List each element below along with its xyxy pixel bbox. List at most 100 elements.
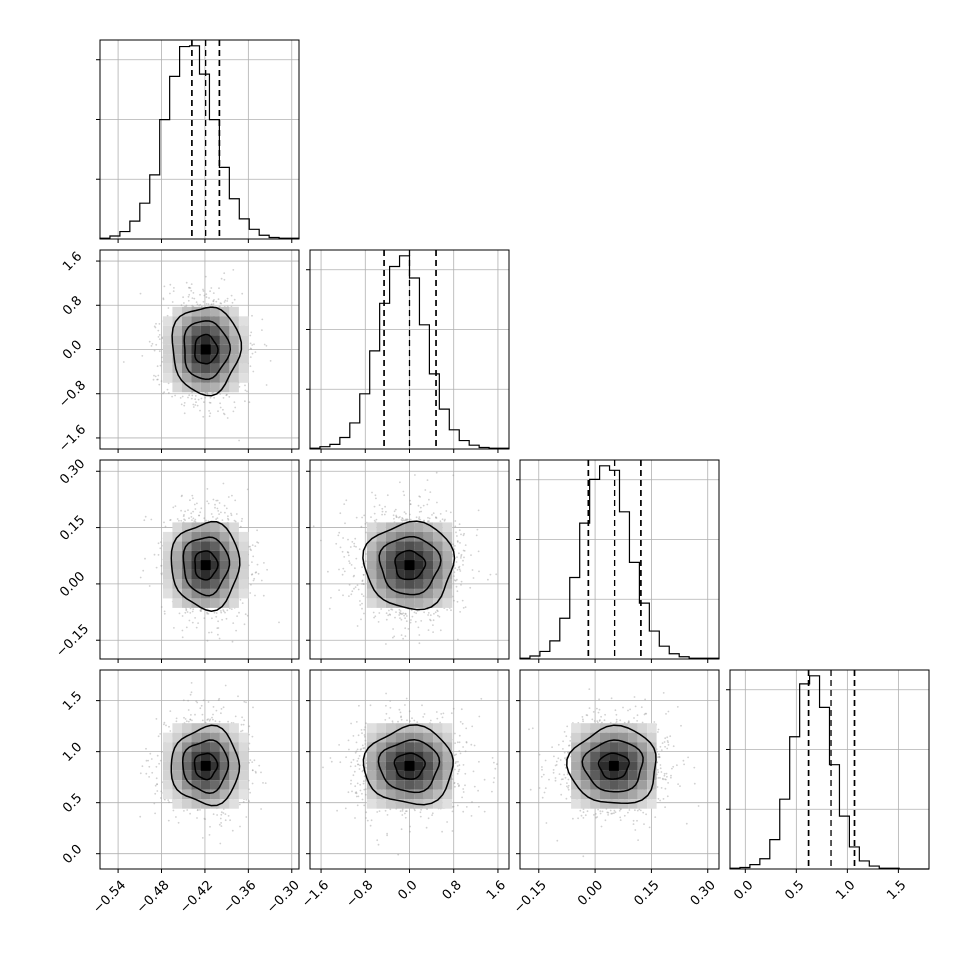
scatter-point [415, 612, 418, 615]
scatter-point [373, 519, 376, 522]
scatter-point [392, 628, 394, 630]
density-cell [172, 354, 182, 364]
scatter-point [212, 300, 215, 303]
scatter-point [194, 617, 197, 619]
scatter-point [231, 301, 234, 304]
scatter-point [199, 511, 202, 514]
scatter-point [254, 351, 257, 353]
scatter-point [212, 706, 215, 708]
scatter-point [190, 516, 193, 518]
scatter-point [209, 402, 212, 404]
scatter-point [403, 511, 406, 513]
density-cell [191, 579, 201, 589]
scatter-point [365, 531, 368, 534]
scatter-point [192, 510, 195, 513]
scatter-point [195, 401, 197, 404]
scatter-point [428, 517, 431, 520]
density-cell [172, 325, 182, 336]
scatter-point [181, 615, 184, 617]
scatter-point [347, 538, 349, 541]
scatter-panel-1-0 [99, 249, 300, 450]
scatter-point [456, 540, 459, 542]
scatter-point [160, 565, 163, 567]
scatter-point [403, 614, 405, 617]
scatter-point [349, 546, 352, 548]
scatter-point [217, 699, 220, 701]
scatter-point [151, 342, 154, 345]
scatter-point [371, 491, 373, 494]
scatter-point [157, 374, 160, 377]
scatter-point [185, 304, 188, 307]
scatter-point [236, 615, 239, 617]
scatter-point [191, 304, 194, 307]
scatter-point [244, 389, 247, 392]
scatter-point [355, 545, 357, 548]
scatter-point [171, 395, 174, 398]
scatter-point [193, 503, 196, 506]
scatter-point [207, 612, 210, 615]
density-cell [191, 560, 201, 570]
scatter-point [456, 569, 459, 571]
scatter-point [453, 579, 456, 581]
density-cell [162, 325, 173, 336]
scatter-point [251, 544, 254, 546]
scatter-point [187, 299, 190, 302]
scatter-point [227, 496, 230, 498]
scatter-point [438, 615, 441, 618]
scatter-point [249, 334, 252, 337]
scatter-point [431, 514, 433, 516]
scatter-point [174, 394, 177, 397]
scatter-point [478, 570, 480, 573]
density-cell [191, 598, 201, 608]
scatter-point [192, 406, 195, 408]
scatter-point [203, 617, 206, 620]
density-cell [385, 541, 396, 551]
scatter-point [418, 517, 420, 520]
density-cell [423, 541, 434, 551]
scatter-point [487, 578, 489, 581]
scatter-point [245, 701, 247, 704]
scatter-point [211, 617, 213, 620]
scatter-point [246, 390, 248, 393]
scatter-point [399, 481, 401, 484]
density-cell [229, 531, 239, 542]
scatter-point [399, 516, 401, 518]
scatter-point [327, 570, 329, 573]
scatter-point [343, 570, 346, 573]
scatter-point [186, 611, 189, 613]
density-cell [366, 531, 377, 542]
scatter-point [223, 413, 226, 416]
scatter-point [207, 520, 210, 522]
density-cell [229, 325, 239, 336]
scatter-point [227, 515, 229, 518]
scatter-point [244, 400, 246, 403]
scatter-point [220, 511, 222, 514]
contour-line [183, 320, 232, 381]
scatter-point [418, 495, 421, 498]
scatter-point [256, 541, 258, 543]
scatter-point [188, 517, 190, 520]
scatter-point [261, 318, 264, 321]
scatter-point [183, 716, 185, 719]
scatter-point [154, 326, 157, 329]
scatter-point [167, 382, 170, 385]
scatter-point [230, 294, 233, 297]
scatter-point [166, 388, 169, 391]
scatter-point [257, 572, 260, 575]
density-cell [162, 344, 173, 355]
scatter-point [372, 611, 375, 614]
scatter-point [223, 301, 226, 303]
scatter-point [139, 292, 142, 295]
scatter-point [145, 747, 147, 750]
scatter-panel-3-0 [99, 669, 300, 870]
scatter-point [361, 607, 363, 610]
scatter-point [458, 552, 460, 555]
scatter-point [220, 813, 223, 816]
scatter-point [219, 302, 222, 305]
density-cell [385, 560, 396, 570]
scatter-point [427, 612, 430, 614]
density-cell [376, 598, 386, 608]
density-cell [172, 382, 182, 393]
scatter-point [404, 635, 407, 638]
scatter-point [188, 394, 191, 397]
